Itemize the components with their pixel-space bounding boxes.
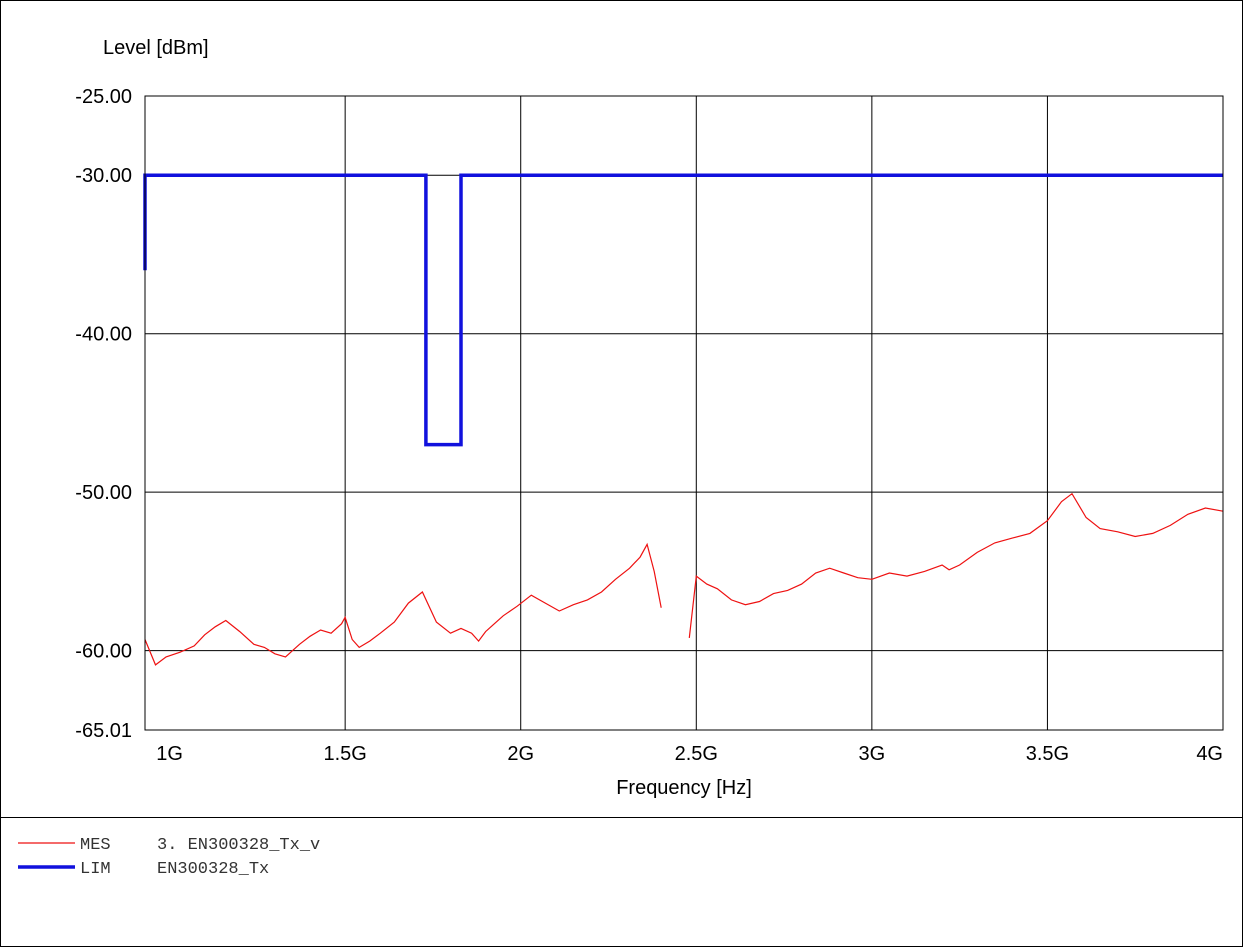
y-tick-label: -25.00 bbox=[75, 86, 132, 108]
legend-tag-mes: MES bbox=[80, 836, 111, 855]
y-axis-label: Level [dBm] bbox=[103, 37, 209, 59]
legend-tag-lim: LIM bbox=[80, 860, 111, 879]
x-tick-label: 2G bbox=[507, 743, 534, 765]
x-tick-labels: 1G 1.5G 2G 2.5G 3G 3.5G 4G bbox=[156, 743, 1223, 765]
legend-text-mes: 3. EN300328_Tx_v bbox=[157, 836, 320, 855]
x-tick-label: 1.5G bbox=[323, 743, 366, 765]
x-tick-label: 1G bbox=[156, 743, 183, 765]
y-tick-label: -40.00 bbox=[75, 324, 132, 346]
series-mes bbox=[144, 492, 1224, 666]
grid-lines bbox=[145, 96, 1223, 730]
series-lim bbox=[143, 173, 1223, 447]
x-tick-label: 3G bbox=[859, 743, 886, 765]
y-tick-labels: -25.00 -30.00 -40.00 -50.00 -60.00 -65.01 bbox=[75, 86, 132, 742]
y-tick-label: -65.01 bbox=[75, 720, 132, 742]
x-tick-label: 3.5G bbox=[1026, 743, 1069, 765]
x-tick-label: 4G bbox=[1196, 743, 1223, 765]
x-tick-label: 2.5G bbox=[675, 743, 718, 765]
y-tick-label: -60.00 bbox=[75, 641, 132, 663]
y-tick-label: -50.00 bbox=[75, 482, 132, 504]
legend-text-lim: EN300328_Tx bbox=[157, 860, 269, 879]
series-lines bbox=[143, 173, 1224, 666]
plot-area-border bbox=[144, 95, 1224, 731]
y-tick-label: -30.00 bbox=[75, 165, 132, 187]
x-axis-label: Frequency [Hz] bbox=[616, 777, 752, 799]
legend: MES 3. EN300328_Tx_v LIM EN300328_Tx bbox=[18, 836, 320, 879]
